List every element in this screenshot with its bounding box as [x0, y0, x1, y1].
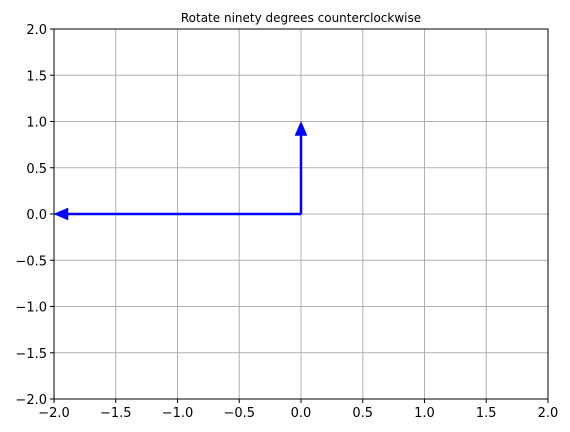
y-tick-label: −2.0 — [15, 393, 47, 408]
y-tick-label: 2.0 — [26, 23, 47, 38]
x-tick-label: 2.0 — [538, 406, 559, 421]
x-tick-label: −2.0 — [38, 406, 70, 421]
y-tick-label: −0.5 — [15, 254, 47, 269]
vector-arrow — [294, 120, 308, 215]
x-tick-label: 0.0 — [291, 406, 312, 421]
y-axis: −2.0 −1.5 −1.0 −0.5 0.0 0.5 1.0 1.5 2.0 — [15, 23, 54, 408]
y-tick-label: 0.0 — [26, 208, 47, 223]
x-tick-label: 0.5 — [352, 406, 373, 421]
x-tick-label: −0.5 — [223, 406, 255, 421]
y-tick-label: −1.5 — [15, 347, 47, 362]
y-tick-label: 1.0 — [26, 116, 47, 131]
x-tick-label: 1.0 — [414, 406, 435, 421]
y-tick-label: −1.0 — [15, 301, 47, 316]
vector-arrow — [53, 207, 302, 221]
x-tick-label: 1.5 — [476, 406, 497, 421]
x-tick-label: −1.0 — [162, 406, 194, 421]
x-tick-label: −1.5 — [100, 406, 132, 421]
y-tick-label: 1.5 — [26, 69, 47, 84]
chart-title: Rotate ninety degrees counterclockwise — [181, 11, 421, 25]
x-axis: −2.0 −1.5 −1.0 −0.5 0.0 0.5 1.0 1.5 2.0 — [38, 399, 558, 421]
y-tick-label: 0.5 — [26, 162, 47, 177]
vectors — [53, 120, 308, 221]
